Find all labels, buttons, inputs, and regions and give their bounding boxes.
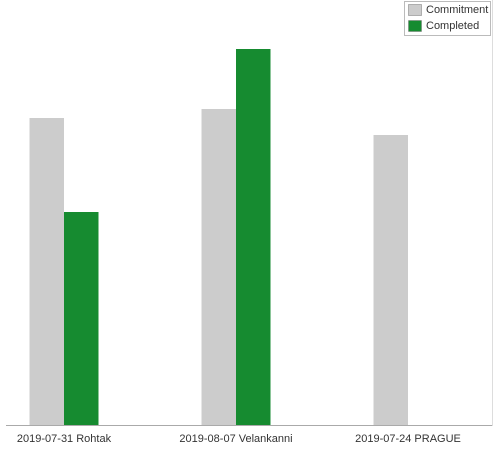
x-tick-label: 2019-07-24 PRAGUE	[355, 433, 461, 445]
bar	[29, 118, 64, 425]
bar	[64, 212, 99, 425]
bar	[373, 135, 408, 425]
x-tick-label: 2019-08-07 Velankanni	[179, 433, 292, 445]
legend-label: Commitment	[426, 4, 488, 16]
legend-swatch	[408, 20, 422, 32]
legend-swatch	[408, 4, 422, 16]
bar	[201, 109, 236, 425]
legend-label: Completed	[426, 20, 479, 32]
bar	[236, 49, 271, 425]
x-tick-label: 2019-07-31 Rohtak	[17, 433, 112, 445]
